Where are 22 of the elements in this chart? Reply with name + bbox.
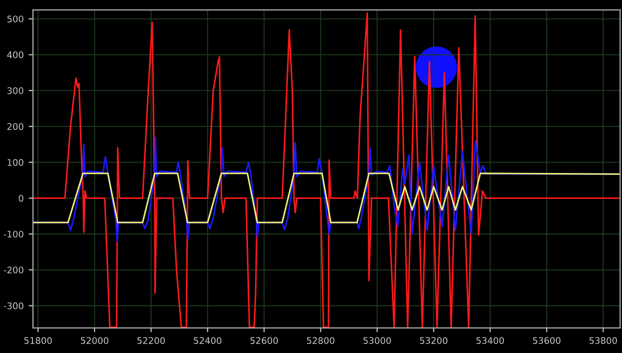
x-tick-label: 52800 — [306, 337, 334, 344]
y-tick-label: -200 — [4, 266, 24, 274]
y-tick-label: 500 — [7, 16, 24, 22]
y-tick-label: 200 — [7, 123, 24, 130]
y-tick-label: -100 — [4, 230, 24, 238]
x-tick-label: 53000 — [363, 337, 391, 344]
x-tick-label: 53400 — [476, 337, 504, 344]
y-tick-label: -300 — [4, 302, 24, 310]
y-tick-label: 300 — [7, 87, 24, 94]
x-tick-label: 52000 — [80, 337, 108, 344]
x-tick-label: 52200 — [137, 337, 165, 344]
y-tick-label: 400 — [7, 51, 24, 58]
y-tick-label: 0 — [18, 194, 24, 202]
x-tick-label: 53200 — [420, 337, 448, 344]
x-tick-label: 52400 — [194, 337, 222, 344]
line-series — [32, 12, 620, 328]
line-series — [32, 172, 620, 224]
x-tick-label: 53600 — [533, 337, 560, 344]
x-tick-label: 51800 — [24, 337, 52, 344]
y-tick-label: 100 — [8, 159, 24, 166]
x-tick-label: 52600 — [250, 337, 278, 344]
x-tick-label: 53800 — [590, 337, 617, 344]
